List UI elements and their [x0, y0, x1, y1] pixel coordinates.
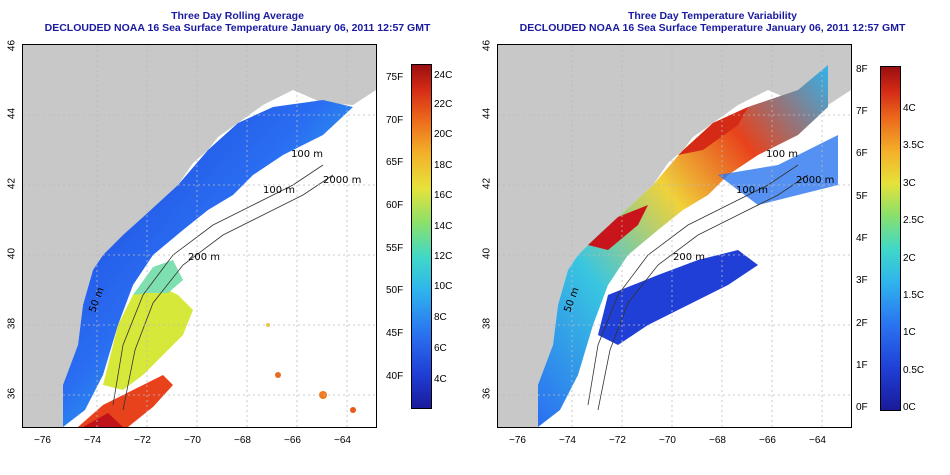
sst-average-map: 100 m 100 m 2000 m 200 m 50 m	[22, 44, 377, 428]
colorbar-label-f: 1F	[856, 360, 868, 371]
colorbar-label-c: 14C	[434, 221, 453, 232]
variability-shelf	[538, 65, 828, 427]
contour-label: 200 m	[188, 252, 220, 263]
colorbar-label-f: 55F	[386, 243, 404, 254]
sst-gulf-stream-core	[83, 413, 123, 427]
land-nova-scotia	[278, 45, 376, 90]
colorbar-label-c: 1C	[903, 327, 916, 338]
colorbar-label-f: 40F	[386, 371, 404, 382]
lat-tick: 42	[6, 177, 18, 190]
colorbar-label-c: 12C	[434, 251, 453, 262]
colorbar-label-f: 70F	[386, 115, 404, 126]
colorbar-label-f: 3F	[856, 275, 868, 286]
colorbar-label-c: 20C	[434, 129, 453, 140]
colorbar-label-c: 2.5C	[903, 215, 925, 226]
colorbar-label-f: 75F	[386, 72, 404, 83]
lat-tick: 40	[481, 247, 493, 260]
variability-offshore	[718, 135, 838, 205]
variability-offshore	[598, 250, 758, 345]
lon-tick: −74	[84, 435, 101, 446]
colorbar-label-f: 65F	[386, 157, 404, 168]
lon-tick: −68	[234, 435, 251, 446]
contour-label: 2000 m	[323, 175, 361, 186]
colorbar-label-f: 2F	[856, 318, 868, 329]
lon-tick: −64	[809, 435, 826, 446]
land-mass	[23, 45, 376, 427]
colorbar-label-f: 50F	[386, 285, 404, 296]
sst-slope-warm	[103, 285, 193, 390]
colorbar-label-c: 10C	[434, 281, 453, 292]
sst-gulf-stream	[78, 375, 173, 427]
colorbar-label-c: 22C	[434, 99, 453, 110]
panel-temperature-variability: Three Day Temperature Variability DECLOU…	[475, 0, 950, 475]
colorbar-variability	[880, 66, 901, 411]
colorbar-label-c: 8C	[434, 312, 447, 323]
sst-slope-mid	[133, 260, 183, 295]
lat-tick: 40	[6, 247, 18, 260]
colorbar-label-c: 3.5C	[903, 140, 925, 151]
colorbar-label-c: 2C	[903, 253, 916, 264]
lon-tick: −76	[509, 435, 526, 446]
lon-tick: −76	[34, 435, 51, 446]
variability-high-band	[678, 107, 748, 155]
lon-tick: −72	[609, 435, 626, 446]
contour-label: 100 m	[736, 185, 768, 196]
land-mass	[498, 45, 851, 427]
lat-tick: 44	[6, 107, 18, 120]
lon-tick: −72	[134, 435, 151, 446]
contour-label: 200 m	[673, 252, 705, 263]
lat-tick: 44	[481, 107, 493, 120]
colorbar-label-c: 6C	[434, 343, 447, 354]
lat-tick: 46	[481, 39, 493, 52]
contour-label: 2000 m	[796, 175, 834, 186]
sst-shelf-cold	[63, 100, 353, 427]
colorbar-label-c: 18C	[434, 160, 453, 171]
lat-tick: 38	[481, 317, 493, 330]
panel-title: Three Day Temperature Variability	[627, 10, 798, 22]
colorbar-temperature	[411, 64, 432, 409]
lat-tick: 46	[6, 39, 18, 52]
colorbar-label-f: 4F	[856, 233, 868, 244]
panel-subtitle: DECLOUDED NOAA 16 Sea Surface Temperatur…	[44, 22, 431, 34]
contour-label: 100 m	[263, 185, 295, 196]
colorbar-label-f: 7F	[856, 106, 868, 117]
panel-rolling-average: Three Day Rolling Average DECLOUDED NOAA…	[6, 10, 453, 446]
colorbar-label-f: 5F	[856, 191, 868, 202]
lon-tick: −66	[284, 435, 301, 446]
colorbar-label-c: 1.5C	[903, 290, 925, 301]
lat-tick: 36	[481, 387, 493, 400]
variability-high-band	[588, 205, 648, 250]
lat-tick: 42	[481, 177, 493, 190]
colorbar-label-c: 0C	[903, 402, 916, 413]
lon-tick: −66	[759, 435, 776, 446]
colorbar-label-c: 4C	[903, 103, 916, 114]
colorbar-label-c: 3C	[903, 178, 916, 189]
colorbar-label-c: 16C	[434, 190, 453, 201]
sst-variability-map: 100 m 100 m 2000 m 200 m 50 m	[497, 44, 852, 428]
contour-label: 100 m	[766, 149, 798, 160]
colorbar-label-f: 45F	[386, 328, 404, 339]
lon-tick: −74	[559, 435, 576, 446]
lat-tick: 38	[6, 317, 18, 330]
lon-tick: −70	[184, 435, 201, 446]
colorbar-label-c: 0.5C	[903, 365, 925, 376]
lon-tick: −70	[659, 435, 676, 446]
lon-tick: −68	[709, 435, 726, 446]
panel-title: Three Day Rolling Average	[171, 10, 304, 22]
contour-label: 100 m	[291, 149, 323, 160]
lat-tick: 36	[6, 387, 18, 400]
colorbar-label-c: 4C	[434, 374, 447, 385]
lon-tick: −64	[334, 435, 351, 446]
colorbar-label-f: 60F	[386, 200, 404, 211]
panel-subtitle: DECLOUDED NOAA 16 Sea Surface Temperatur…	[519, 22, 906, 34]
colorbar-label-f: 0F	[856, 402, 868, 413]
colorbar-label-f: 8F	[856, 64, 868, 75]
colorbar-label-f: 6F	[856, 148, 868, 159]
colorbar-label-c: 24C	[434, 70, 453, 81]
